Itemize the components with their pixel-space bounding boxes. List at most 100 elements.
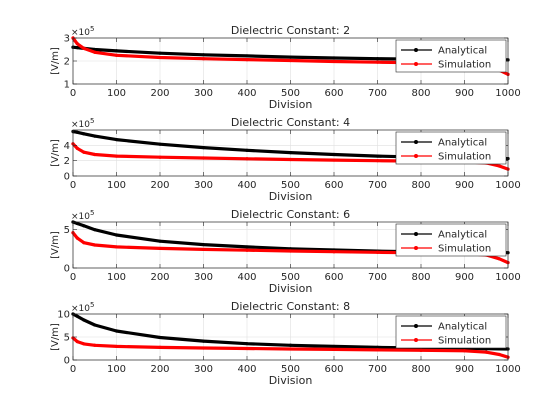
x-tick-label: 800	[411, 272, 430, 283]
data-point	[332, 59, 336, 64]
data-point	[497, 352, 501, 357]
data-point	[158, 55, 162, 60]
data-point	[158, 142, 162, 146]
data-point	[114, 245, 119, 249]
x-tick-label: 100	[107, 88, 126, 99]
y-axis-label: [V/m]	[50, 231, 61, 259]
data-point	[93, 50, 97, 54]
data-point	[75, 340, 79, 344]
x-tick-label: 500	[281, 364, 300, 375]
chart-title: Dielectric Constant: 4	[231, 116, 350, 129]
x-tick-label: 300	[194, 272, 213, 283]
x-tick-label: 500	[281, 88, 300, 99]
legend-marker	[414, 140, 418, 144]
x-tick-label: 400	[237, 88, 256, 99]
x-tick-label: 800	[411, 180, 430, 191]
data-point	[75, 46, 79, 50]
legend-marker	[414, 246, 418, 250]
data-point	[93, 243, 97, 247]
x-tick-label: 500	[281, 180, 300, 191]
data-point	[75, 130, 79, 134]
y-tick-label: 3	[64, 34, 70, 45]
data-point	[158, 345, 162, 349]
x-tick-label: 400	[237, 364, 256, 375]
x-axis-label: Division	[269, 282, 313, 295]
data-point	[332, 56, 336, 60]
y-axis-label: [V/m]	[50, 47, 61, 75]
data-point	[245, 248, 249, 252]
data-point	[332, 158, 336, 162]
x-tick-label: 0	[70, 180, 76, 191]
legend-marker	[414, 48, 418, 52]
data-point	[288, 347, 293, 351]
x-tick-label: 100	[107, 180, 126, 191]
x-tick-label: 600	[324, 272, 343, 283]
y-tick-label: 5	[64, 225, 70, 236]
data-point	[114, 329, 119, 333]
y-tick-label: 4	[64, 141, 70, 152]
data-point	[82, 318, 86, 322]
x-tick-label: 700	[368, 88, 387, 99]
subplot-1: 0 100 200 300 400 500 600 700 800 900 1000 1 2 3×105 D…	[50, 24, 521, 111]
data-point	[93, 323, 97, 327]
data-point	[158, 246, 162, 251]
data-point	[245, 54, 249, 58]
data-point	[93, 152, 97, 157]
x-tick-label: 200	[150, 364, 169, 375]
data-point	[288, 157, 293, 162]
x-tick-label: 200	[150, 272, 169, 283]
legend-label-analytical: Analytical	[438, 322, 487, 333]
chart-title: Dielectric Constant: 8	[231, 300, 350, 313]
y-axis-label: [V/m]	[50, 323, 61, 351]
legend-label-simulation: Simulation	[438, 152, 491, 163]
legend-marker	[414, 338, 418, 342]
data-point	[75, 236, 79, 240]
x-tick-label: 600	[324, 88, 343, 99]
data-point	[288, 249, 293, 253]
legend-box	[395, 315, 507, 349]
data-point	[114, 137, 119, 142]
data-point	[201, 243, 206, 247]
y-exponent-label: ×105	[71, 117, 94, 130]
data-point	[93, 134, 97, 138]
y-tick-label: 0	[64, 172, 70, 183]
data-point	[245, 157, 249, 161]
data-point	[201, 57, 206, 61]
data-point	[158, 155, 162, 159]
data-point	[288, 151, 293, 155]
x-tick-label: 300	[194, 180, 213, 191]
x-tick-label: 300	[194, 364, 213, 375]
y-tick-label: 5	[64, 333, 70, 344]
data-point	[332, 347, 336, 352]
legend-label-analytical: Analytical	[438, 138, 487, 149]
x-tick-label: 1000	[495, 272, 520, 283]
x-tick-label: 900	[455, 272, 474, 283]
x-tick-label: 800	[411, 88, 430, 99]
data-point	[375, 60, 380, 64]
data-point	[82, 342, 86, 346]
legend-marker	[414, 232, 418, 236]
data-point	[462, 349, 467, 353]
y-exponent-label: ×105	[71, 25, 94, 38]
data-point	[82, 224, 86, 228]
data-point	[332, 344, 336, 349]
y-exponent-label: ×105	[71, 209, 94, 222]
x-tick-label: 400	[237, 272, 256, 283]
legend: Analytical Simulation	[395, 315, 507, 349]
data-point	[114, 233, 119, 237]
x-tick-label: 1000	[495, 364, 520, 375]
x-tick-label: 500	[281, 272, 300, 283]
subplot-4: 0 100 200 300 400 500 600 700 800 900 1000 0 5 10×105…	[50, 300, 521, 387]
series-markers-simulation	[71, 336, 510, 359]
data-point	[75, 42, 79, 46]
subplot-2: 0 100 200 300 400 500 600 700 800 900 1000 0 2 4×105 D…	[50, 116, 521, 203]
legend: Analytical Simulation	[395, 131, 507, 165]
data-point	[288, 58, 293, 63]
data-point	[245, 346, 249, 351]
legend: Analytical Simulation	[395, 223, 507, 257]
x-tick-label: 800	[411, 364, 430, 375]
data-point	[332, 250, 336, 254]
y-tick-label: 2	[64, 156, 70, 167]
data-point	[82, 46, 86, 50]
